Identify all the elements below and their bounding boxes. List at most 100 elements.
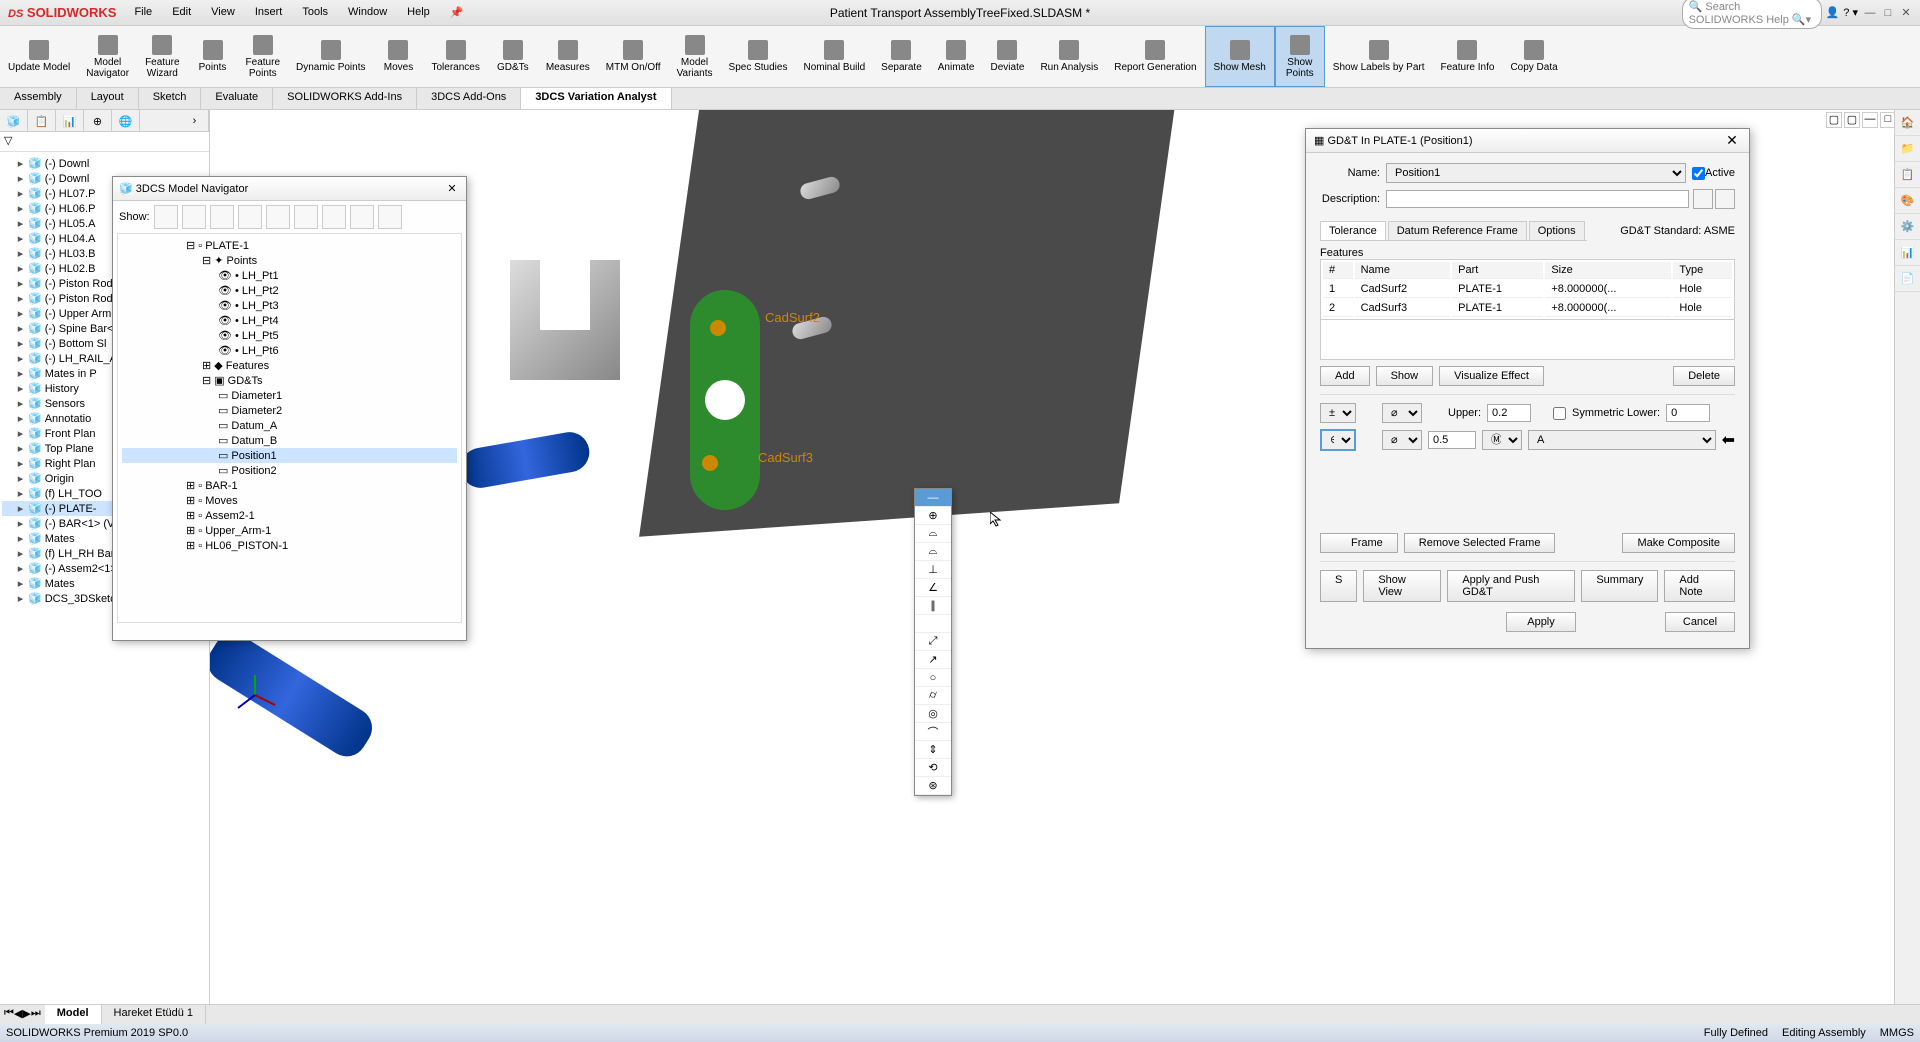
- tree-tab-icon[interactable]: 📊: [56, 110, 84, 132]
- tree-tab-icon[interactable]: 🌐: [112, 110, 140, 132]
- geom-symbol-select[interactable]: ⊕: [1320, 429, 1356, 451]
- ribbon-tolerances[interactable]: Tolerances: [423, 26, 487, 87]
- nav-item[interactable]: 👁 • LH_Pt1: [122, 268, 457, 283]
- tol-zone-select[interactable]: ⌀: [1382, 403, 1422, 423]
- bottom-tab-motion[interactable]: Hareket Etüdü 1: [102, 1005, 207, 1024]
- symbol-option[interactable]: ⊕: [915, 507, 951, 525]
- tab-evaluate[interactable]: Evaluate: [201, 88, 273, 109]
- active-checkbox[interactable]: [1692, 167, 1705, 180]
- nav-toolbar-btn[interactable]: [350, 205, 374, 229]
- menu-edit[interactable]: Edit: [162, 2, 201, 23]
- taskpane-icon[interactable]: 📄: [1895, 266, 1920, 292]
- ribbon-update-model[interactable]: Update Model: [0, 26, 78, 87]
- save-button[interactable]: S: [1320, 570, 1357, 602]
- tol-value-input[interactable]: [1428, 431, 1476, 449]
- nav-item[interactable]: ▭ Position1: [122, 448, 457, 463]
- symbol-option[interactable]: ⇕: [915, 741, 951, 759]
- nav-item[interactable]: ⊞ ▫ Upper_Arm-1: [122, 523, 457, 538]
- symbol-option[interactable]: ⟲: [915, 759, 951, 777]
- next-icon[interactable]: ▶: [22, 1007, 30, 1022]
- visualize-effect-button[interactable]: Visualize Effect: [1439, 366, 1544, 386]
- remove-frame-button[interactable]: Remove Selected Frame: [1404, 533, 1556, 553]
- tree-expand-icon[interactable]: ›: [181, 110, 209, 132]
- nav-item[interactable]: 👁 • LH_Pt4: [122, 313, 457, 328]
- taskpane-icon[interactable]: 📁: [1895, 136, 1920, 162]
- tree-tab-icon[interactable]: 📋: [28, 110, 56, 132]
- ribbon-run-analysis[interactable]: Run Analysis: [1032, 26, 1106, 87]
- ribbon-moves[interactable]: Moves: [373, 26, 423, 87]
- show-view-button[interactable]: Show View: [1363, 570, 1441, 602]
- nav-item[interactable]: ⊞ ◆ Features: [122, 358, 457, 373]
- symbol-option[interactable]: ↗: [915, 651, 951, 669]
- tab-datum-ref[interactable]: Datum Reference Frame: [1388, 221, 1527, 240]
- taskpane-icon[interactable]: 📊: [1895, 240, 1920, 266]
- symbol-option[interactable]: ⤢: [915, 633, 951, 651]
- menu-view[interactable]: View: [201, 2, 245, 23]
- ribbon-animate[interactable]: Animate: [930, 26, 983, 87]
- symbol-option[interactable]: ○: [915, 669, 951, 687]
- ribbon-feature-points[interactable]: FeaturePoints: [238, 26, 288, 87]
- nav-item[interactable]: ▭ Diameter2: [122, 403, 457, 418]
- description-input[interactable]: [1386, 190, 1689, 208]
- taskpane-icon[interactable]: 🎨: [1895, 188, 1920, 214]
- taskpane-icon[interactable]: ⚙️: [1895, 214, 1920, 240]
- cancel-button[interactable]: Cancel: [1665, 612, 1735, 632]
- desc-btn-icon[interactable]: [1715, 189, 1735, 209]
- ribbon-spec-studies[interactable]: Spec Studies: [721, 26, 796, 87]
- nav-item[interactable]: ▭ Position2: [122, 463, 457, 478]
- tab-solidworks-add-ins[interactable]: SOLIDWORKS Add-Ins: [273, 88, 417, 109]
- material-condition-select[interactable]: Ⓜ: [1482, 430, 1522, 450]
- last-icon[interactable]: ⏭: [31, 1007, 41, 1022]
- symbol-option[interactable]: ⊛: [915, 777, 951, 795]
- ribbon-nominal-build[interactable]: Nominal Build: [795, 26, 873, 87]
- ribbon-feature-wizard[interactable]: FeatureWizard: [137, 26, 187, 87]
- tab--dcs-add-ons[interactable]: 3DCS Add-Ons: [417, 88, 521, 109]
- nav-item[interactable]: ▭ Datum_A: [122, 418, 457, 433]
- nav-item[interactable]: ⊟ ▣ GD&Ts: [122, 373, 457, 388]
- apply-push-button[interactable]: Apply and Push GD&T: [1447, 570, 1575, 602]
- menu-tools[interactable]: Tools: [292, 2, 338, 23]
- symbol-option[interactable]: ⌓: [915, 525, 951, 543]
- tab-tolerance[interactable]: Tolerance: [1320, 221, 1386, 240]
- nav-item[interactable]: ▭ Datum_B: [122, 433, 457, 448]
- tree-tab-icon[interactable]: ⊕: [84, 110, 112, 132]
- tab-assembly[interactable]: Assembly: [0, 88, 77, 109]
- apply-button[interactable]: Apply: [1506, 612, 1576, 632]
- menu-file[interactable]: File: [124, 2, 162, 23]
- ribbon-show-mesh[interactable]: Show Mesh: [1205, 26, 1275, 87]
- tree-tab-icon[interactable]: 🧊: [0, 110, 28, 132]
- symbol-option[interactable]: ⊥: [915, 561, 951, 579]
- symbol-option[interactable]: ⌭: [915, 687, 951, 705]
- prev-icon[interactable]: ◀: [14, 1007, 22, 1022]
- nav-toolbar-btn[interactable]: [294, 205, 318, 229]
- close-icon[interactable]: ✕: [1898, 5, 1914, 21]
- datum-select[interactable]: A: [1528, 430, 1716, 450]
- tab-options[interactable]: Options: [1529, 221, 1585, 240]
- delete-button[interactable]: Delete: [1673, 366, 1735, 386]
- table-row[interactable]: 1CadSurf2PLATE-1+8.000000(...Hole: [1323, 281, 1732, 298]
- taskpane-icon[interactable]: 📋: [1895, 162, 1920, 188]
- maximize-icon[interactable]: □: [1880, 5, 1896, 21]
- nav-toolbar-btn[interactable]: [154, 205, 178, 229]
- gdt-close-icon[interactable]: ✕: [1723, 132, 1741, 149]
- nav-item[interactable]: ▭ Diameter1: [122, 388, 457, 403]
- nav-item[interactable]: ⊞ ▫ BAR-1: [122, 478, 457, 493]
- ribbon-gd-ts[interactable]: GD&Ts: [488, 26, 538, 87]
- table-row[interactable]: 2CadSurf3PLATE-1+8.000000(...Hole: [1323, 300, 1732, 317]
- symbol-option[interactable]: ⌒: [915, 723, 951, 741]
- summary-button[interactable]: Summary: [1581, 570, 1658, 602]
- taskpane-icon[interactable]: 🏠: [1895, 110, 1920, 136]
- ribbon-separate[interactable]: Separate: [873, 26, 930, 87]
- tab-sketch[interactable]: Sketch: [139, 88, 202, 109]
- nav-toolbar-btn[interactable]: [322, 205, 346, 229]
- nav-item[interactable]: ⊞ ▫ Assem2-1: [122, 508, 457, 523]
- help-icon[interactable]: ? ▾: [1843, 6, 1858, 19]
- menu-help[interactable]: Help: [397, 2, 440, 23]
- nav-toolbar-btn[interactable]: [182, 205, 206, 229]
- navigator-close-icon[interactable]: ✕: [444, 182, 460, 195]
- nav-item[interactable]: 👁 • LH_Pt2: [122, 283, 457, 298]
- tree-item[interactable]: ▸🧊 (-) Downl: [2, 156, 207, 171]
- menu-window[interactable]: Window: [338, 2, 397, 23]
- ribbon-model-variants[interactable]: ModelVariants: [669, 26, 721, 87]
- user-icon[interactable]: 👤: [1826, 6, 1840, 19]
